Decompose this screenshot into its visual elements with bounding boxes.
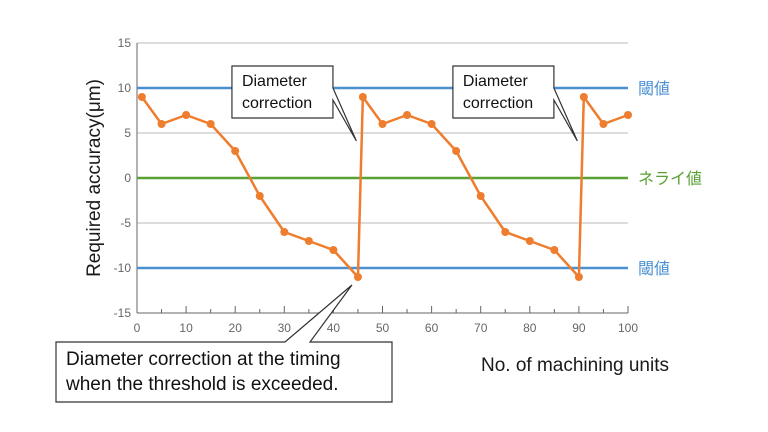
callout: Diameter correction [452, 65, 578, 142]
x-tick-label: 0 [134, 321, 141, 335]
data-point [304, 237, 313, 245]
note-box [55, 284, 393, 403]
data-point [452, 147, 461, 155]
data-series [137, 93, 632, 281]
note-text-line: when the threshold is exceeded. [65, 374, 339, 395]
y-tick-label: -5 [120, 216, 131, 230]
reference-line-label: 閾値 [638, 80, 670, 98]
y-axis-title: Required accuracy(μm) [84, 79, 105, 277]
data-point [137, 93, 146, 101]
y-tick-label: 5 [124, 126, 131, 140]
reference-line-label: 閾値 [638, 260, 670, 278]
x-tick-label: 80 [523, 321, 537, 335]
data-point [378, 120, 387, 128]
callout-box [452, 65, 578, 142]
data-point [427, 120, 436, 128]
x-tick-label: 100 [618, 321, 638, 335]
callout-text-line: Diameter [463, 73, 529, 90]
y-tick-label: -10 [114, 261, 132, 275]
y-tick-label: 0 [124, 171, 131, 185]
data-point [231, 147, 240, 155]
callout-text-line: Diameter [242, 73, 308, 90]
data-point [525, 237, 534, 245]
callout-text-line: correction [242, 95, 312, 112]
callout: Diameter correction [231, 65, 357, 142]
data-point [476, 192, 485, 200]
x-tick-label: 50 [376, 321, 390, 335]
data-point [574, 273, 583, 281]
data-point [280, 228, 289, 236]
x-tick-label: 40 [327, 321, 341, 335]
data-point [501, 228, 510, 236]
y-tick-label: 15 [118, 36, 132, 50]
data-point [358, 93, 367, 101]
y-tick-label: -15 [114, 306, 132, 320]
data-point [624, 111, 632, 119]
x-tick-label: 10 [179, 321, 193, 335]
callouts: DiametercorrectionDiametercorrectionDiam… [55, 65, 578, 403]
data-point [157, 120, 166, 128]
x-tick-label: 20 [229, 321, 243, 335]
callout-text-line: correction [463, 95, 533, 112]
data-point [329, 246, 338, 254]
y-tick-label: 10 [118, 81, 132, 95]
x-tick-label: 60 [425, 321, 439, 335]
note-text-line: Diameter correction at the timing [66, 349, 341, 370]
data-point [206, 120, 215, 128]
data-point [599, 120, 608, 128]
reference-line-label: ネライ値 [638, 170, 702, 188]
data-point [550, 246, 559, 254]
data-point [182, 111, 191, 119]
callout-box [231, 65, 357, 142]
note-callout: Diameter correction at the timing when th… [55, 284, 393, 403]
data-point [579, 93, 588, 101]
data-point [353, 273, 362, 281]
x-axis-title: No. of machining units [481, 355, 669, 376]
x-tick-label: 90 [572, 321, 586, 335]
data-point [403, 111, 412, 119]
x-tick-label: 70 [474, 321, 488, 335]
x-tick-label: 30 [278, 321, 292, 335]
data-point [255, 192, 264, 200]
